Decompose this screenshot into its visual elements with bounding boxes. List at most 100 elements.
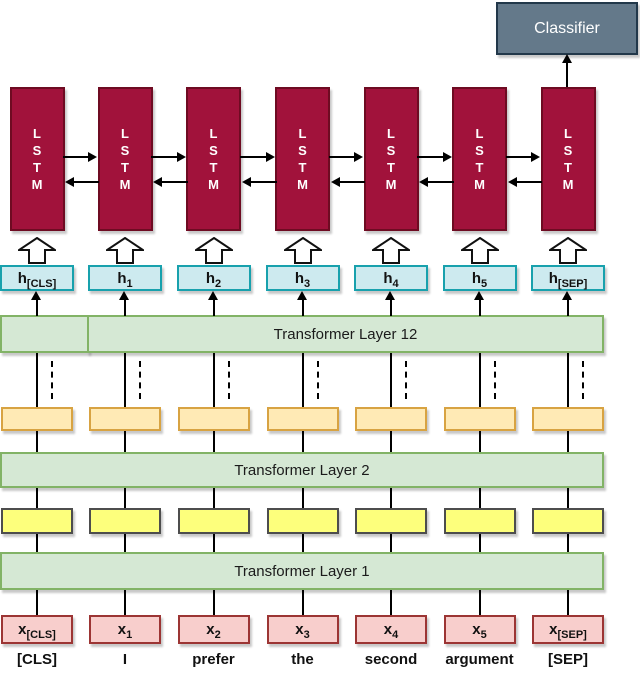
layer1-output-box [532,508,604,534]
forward-arrow-head-icon [88,152,97,162]
embedding-label: x3 [295,621,310,641]
forward-arrow-line [328,156,354,158]
flow-line [301,353,304,407]
forward-arrow-head-icon [265,152,275,162]
flow-line [212,431,215,452]
transformer-layer-1-bar: Transformer Layer 1 [0,552,604,590]
forward-arrow-head-icon [442,152,452,162]
transformer-layer-12-left-segment [0,315,89,353]
flow-line [124,534,126,552]
flow-line [390,431,392,452]
backward-arrow-head-icon [419,177,428,187]
hidden-state-label: h2 [205,269,222,290]
embedding-label: x4 [383,621,399,641]
lstm-letter: L [121,126,129,141]
flow-line [212,534,215,552]
backward-arrow-line [514,181,542,183]
hidden-arrow-line [36,300,38,316]
lstm-letter: S [386,143,396,158]
transformer-layer-2-bar: Transformer Layer 2 [0,452,604,488]
hidden-arrow-line [301,300,304,316]
lstm-letter: L [298,126,307,141]
flow-line [478,431,481,452]
omitted-layers-ellipsis [51,361,53,399]
lstm-letter: S [298,143,307,158]
embedding-label: x1 [117,621,133,641]
backward-arrow-line [160,181,188,183]
lstm-letter: T [121,160,129,175]
embedding-box: x1 [89,615,161,644]
lstm-letter: M [385,177,397,192]
block-arrow-up-icon [369,236,413,264]
classifier-label: Classifier [534,19,600,37]
lstm-letter: M [297,177,308,192]
flow-line [567,488,569,508]
intermediate-output-box [532,407,604,431]
forward-arrow-line [239,156,266,158]
omitted-layers-ellipsis [582,361,584,399]
embedding-box: x5 [443,615,516,644]
block-arrow-up-icon [546,236,590,264]
flow-line [567,353,569,407]
hidden-state-label: h4 [383,269,399,290]
intermediate-output-box [1,407,73,431]
embedding-label: x[CLS] [18,621,56,641]
flow-line [390,534,392,552]
lstm-letter: S [563,143,573,158]
classifier-box: Classifier [496,2,638,55]
flow-line [212,353,215,407]
intermediate-output-box [355,407,427,431]
token-label: second [364,651,418,668]
omitted-layers-ellipsis [139,361,141,399]
block-arrow-up-icon [458,236,501,264]
classifier-arrow-line [566,62,568,87]
flow-line [301,488,304,508]
forward-arrow-line [63,156,88,158]
lstm-letter: L [33,126,41,141]
hidden-arrow-head-icon [562,291,572,300]
hidden-state-label: h[SEP] [548,269,588,290]
lstm-letter: M [474,177,485,192]
flow-line [124,431,126,452]
hidden-arrow-head-icon [207,291,218,300]
hidden-arrow-head-icon [31,291,41,300]
embedding-box: x3 [266,615,339,644]
flow-line [124,590,126,615]
flow-line [478,488,481,508]
backward-arrow-line [72,181,99,183]
block-arrow-up-icon [15,236,59,264]
transformer-layer-1-label: Transformer Layer 1 [234,562,370,580]
token-label: [SEP] [547,651,589,668]
lstm-letter: M [208,177,219,192]
forward-arrow-line [151,156,177,158]
flow-line [390,353,392,407]
lstm-letter: M [31,177,43,192]
hidden-state-box: h2 [176,265,251,291]
intermediate-output-box [443,407,516,431]
hidden-state-box: h5 [442,265,517,291]
hidden-arrow-line [567,300,569,316]
lstm-letter: S [475,143,484,158]
backward-arrow-head-icon [65,177,74,187]
lstm-letter: M [119,177,131,192]
embedding-label: x[SEP] [549,621,587,641]
hidden-state-box: h3 [265,265,340,291]
token-label: I [122,651,128,668]
flow-line [212,590,215,615]
omitted-layers-ellipsis [227,361,230,399]
lstm-letter: T [33,160,41,175]
hidden-arrow-line [212,300,215,316]
hidden-state-box: h4 [354,265,428,291]
backward-arrow-head-icon [153,177,162,187]
intermediate-output-box [266,407,339,431]
hidden-arrow-head-icon [385,291,395,300]
flow-line [567,590,569,615]
lstm-letter: L [209,126,218,141]
hidden-state-label: h[CLS] [17,269,57,290]
flow-line [390,488,392,508]
